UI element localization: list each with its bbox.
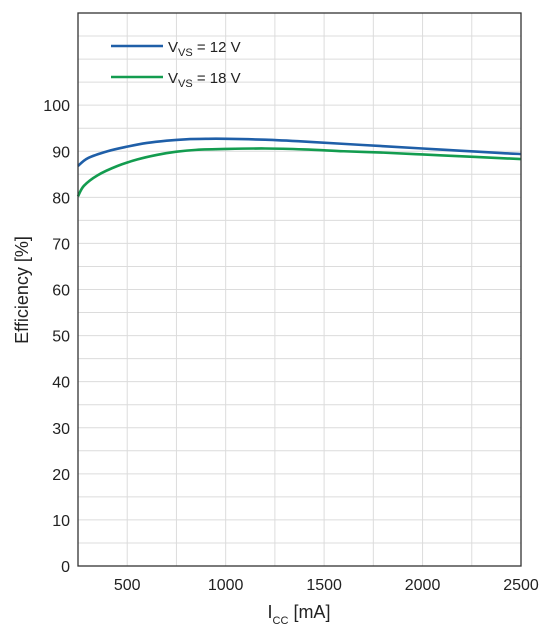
legend: VVS = 12 V VVS = 18 V <box>111 39 241 90</box>
x-tick-label: 2000 <box>405 577 441 594</box>
y-axis-label: Efficiency [%] <box>12 236 32 344</box>
legend-label-vvs-18v: VVS = 18 V <box>168 70 241 90</box>
grid <box>77 12 522 567</box>
series-line-1 <box>76 147 522 198</box>
y-tick-label: 90 <box>52 144 70 161</box>
y-tick-label: 70 <box>52 236 70 253</box>
y-tick-label: 100 <box>43 98 70 115</box>
y-tick-label: 50 <box>52 329 70 346</box>
y-tick-label: 60 <box>52 283 70 300</box>
y-tick-label: 30 <box>52 421 70 438</box>
y-tick-label: 80 <box>52 190 70 207</box>
series-line-0 <box>77 137 522 168</box>
legend-label-vvs-12v: VVS = 12 V <box>168 39 241 59</box>
series-lines <box>76 137 522 198</box>
plot-frame <box>77 12 522 567</box>
y-tick-label: 0 <box>61 559 70 576</box>
x-tick-label: 1500 <box>306 577 342 594</box>
x-tick-label: 1000 <box>208 577 244 594</box>
y-tick-label: 10 <box>52 513 70 530</box>
y-tick-label: 40 <box>52 375 70 392</box>
tick-labels: 500 1000 1500 2000 2500 0 10 20 30 40 50 60 70 80 90 10… <box>43 98 539 594</box>
x-tick-label: 500 <box>114 577 141 594</box>
y-tick-label: 20 <box>52 467 70 484</box>
x-tick-label: 2500 <box>503 577 539 594</box>
x-axis-label: ICC [mA] <box>268 602 331 627</box>
